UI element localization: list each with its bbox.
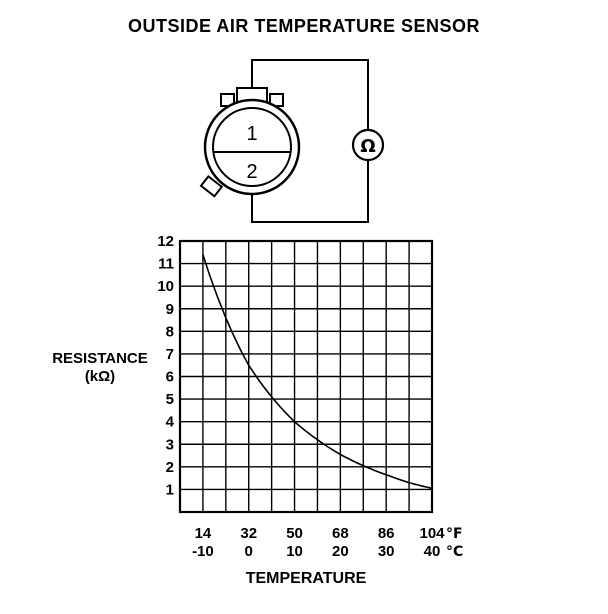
y-axis-title: RESISTANCE (kΩ) [26, 350, 174, 386]
page-title: OUTSIDE AIR TEMPERATURE SENSOR [127, 16, 481, 36]
y-tick-label: 3 [166, 436, 174, 453]
y-tick-label: 12 [157, 233, 174, 250]
x-tick-label-fahrenheit: 68 [332, 525, 349, 542]
x-unit-celsius: °C [446, 544, 463, 560]
ohmmeter-circle [351, 128, 385, 162]
pin-1-label: 1 [246, 123, 257, 145]
y-tick-label: 8 [166, 323, 174, 340]
x-unit-fahrenheit: °F [446, 526, 463, 542]
y-tick-label: 4 [166, 414, 175, 431]
resistance-curve [202, 254, 433, 490]
x-tick-label-fahrenheit: 86 [378, 525, 395, 542]
sensor-circuit-diagram: 1 2 Ω [199, 59, 385, 223]
x-tick-label-celsius: 40 [424, 543, 441, 560]
y-tick-label: 1 [166, 481, 174, 498]
x-axis-title: TEMPERATURE [245, 570, 367, 587]
x-tick-label-fahrenheit: 14 [195, 525, 212, 542]
y-tick-label: 11 [158, 256, 174, 273]
circuit-wires [251, 59, 369, 223]
y-axis-title-line1: RESISTANCE [52, 350, 148, 367]
y-tick-label: 9 [166, 301, 174, 318]
x-tick-label-celsius: 0 [245, 543, 253, 560]
x-tick-label-fahrenheit: 50 [286, 525, 303, 542]
connector-lug-bottom-left [199, 174, 224, 198]
x-tick-label-celsius: 10 [286, 543, 303, 560]
y-tick-label: 5 [166, 391, 174, 408]
pin-2-label: 2 [246, 161, 257, 183]
x-tick-label-fahrenheit: 32 [240, 525, 257, 542]
x-tick-label-celsius: 30 [378, 543, 395, 560]
connector-inner-ring [212, 107, 292, 187]
x-tick-label-celsius: -10 [192, 543, 214, 560]
x-tick-label-celsius: 20 [332, 543, 349, 560]
x-tick-label-fahrenheit: 104 [419, 525, 445, 542]
y-tick-label: 2 [166, 459, 174, 476]
y-axis-title-line2: (kΩ) [84, 368, 116, 385]
y-tick-label: 7 [166, 346, 174, 363]
y-tick-label: 6 [166, 369, 174, 386]
y-tick-label: 10 [157, 278, 174, 295]
ohmmeter-symbol: Ω [360, 136, 375, 157]
plot-border [178, 239, 434, 514]
